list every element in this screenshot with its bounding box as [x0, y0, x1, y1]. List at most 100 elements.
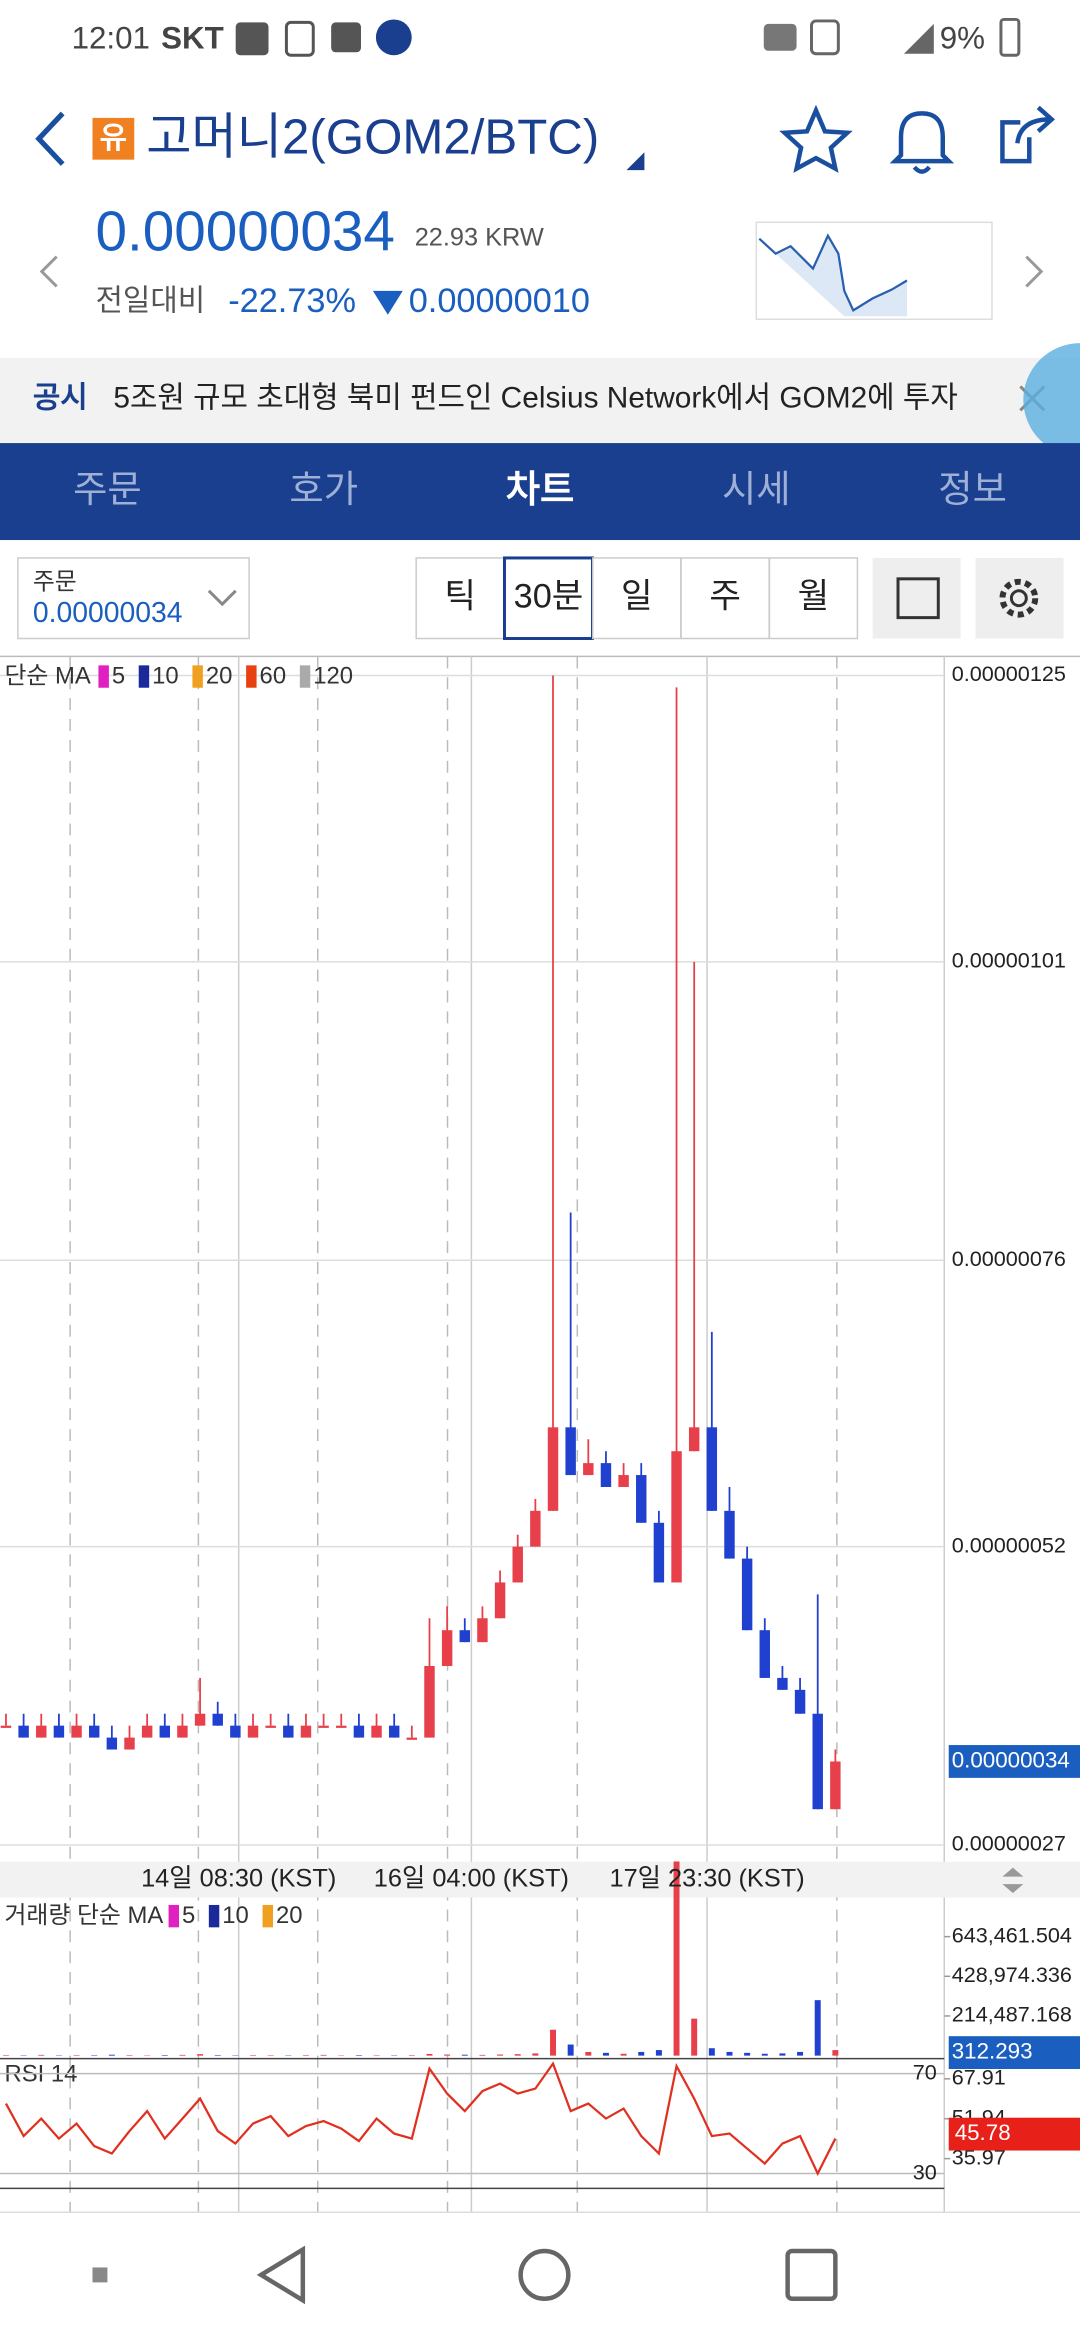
status-carrier: SKT — [161, 21, 224, 56]
candle-body — [353, 1725, 365, 1738]
volume-bar — [567, 2044, 574, 2056]
period-button[interactable] — [768, 557, 859, 640]
current-price-box — [948, 1745, 1080, 1778]
period-label: 틱 — [444, 577, 476, 615]
nav-recent-dot[interactable] — [92, 2267, 108, 2283]
candle-body — [494, 1582, 506, 1619]
prev-coin[interactable] — [39, 255, 58, 288]
x-axis-strip — [0, 1861, 1080, 1898]
candle-body — [141, 1725, 153, 1738]
settings-icon — [1009, 589, 1028, 608]
tab[interactable]: 차트 — [506, 468, 575, 510]
draw-button[interactable] — [872, 557, 961, 639]
candle-body — [371, 1725, 382, 1738]
settings-icon — [999, 578, 1039, 618]
change-label: 전일대비 — [95, 285, 205, 318]
notice-bar[interactable] — [0, 358, 1080, 444]
tab[interactable]: 호가 — [289, 468, 358, 510]
period-button[interactable] — [415, 557, 505, 640]
volume-bar — [250, 2055, 257, 2056]
favorite-button[interactable] — [779, 104, 853, 173]
rsi-level-label: 70 — [913, 2059, 937, 2084]
candle-body — [671, 1451, 682, 1583]
nav-home[interactable] — [518, 2248, 571, 2302]
ma-period: 5 — [182, 1902, 195, 1929]
volume-bar — [108, 2054, 115, 2056]
volume-bar — [691, 2018, 698, 2056]
notice-text: 5조원 규모 초대형 북미 펀드인 Celsius Network에서 GOM2… — [113, 382, 957, 415]
volume-bar — [602, 2052, 609, 2056]
rsi-current-label: 45.78 — [955, 2120, 1011, 2145]
candle-body — [653, 1522, 665, 1583]
candle-body — [36, 1725, 47, 1738]
ma-period: 10 — [222, 1902, 249, 1929]
candle-body — [318, 1725, 329, 1728]
y-tick-label: 0.00000101 — [952, 948, 1066, 973]
coin-title[interactable]: 고머니2(GOM2/BTC) — [146, 109, 599, 164]
candle-body — [830, 1761, 841, 1810]
candle-body — [194, 1713, 206, 1726]
candle-body — [565, 1427, 576, 1476]
share-button[interactable] — [1000, 105, 1056, 164]
resize-handle[interactable] — [1002, 1867, 1024, 1894]
volume-bar — [479, 2054, 486, 2056]
badge — [92, 117, 135, 160]
volume-bar — [779, 2053, 786, 2056]
x-tick-label: 17일 23:30 (KST) — [609, 1864, 804, 1892]
status-icons — [730, 20, 910, 57]
ma-period: 120 — [313, 663, 353, 690]
floating-button[interactable] — [1023, 343, 1080, 457]
back-button[interactable] — [35, 111, 65, 166]
volume-bar — [320, 2054, 327, 2056]
candle-body — [300, 1725, 312, 1738]
volume-label: 거래량 단순 MA — [4, 1902, 163, 1929]
settings-button[interactable] — [975, 557, 1064, 639]
alarm-button[interactable] — [889, 111, 955, 174]
tab[interactable]: 정보 — [938, 468, 1007, 510]
candle-body — [759, 1630, 770, 1678]
ma-swatch — [192, 665, 203, 688]
candle-body — [706, 1427, 718, 1511]
candle-body — [336, 1725, 347, 1728]
period-button[interactable] — [503, 556, 595, 640]
mini-chart-area — [759, 235, 907, 317]
volume-bar — [73, 2055, 80, 2056]
volume-bar — [426, 2053, 433, 2056]
y-tick-label: 643,461.504 — [952, 1922, 1072, 1947]
volume-bar — [497, 2054, 504, 2056]
next-coin[interactable] — [1025, 255, 1044, 288]
period-button[interactable] — [680, 557, 770, 640]
period-label: 월 — [798, 577, 830, 615]
tab-bar — [0, 443, 1080, 541]
tab[interactable]: 주문 — [73, 468, 142, 510]
order-label: 주문 — [33, 569, 77, 596]
candle-body — [547, 1427, 559, 1511]
candle-body — [212, 1713, 223, 1726]
status-battery: 9% — [940, 21, 985, 56]
status-icon — [284, 20, 315, 57]
order-box[interactable] — [17, 557, 250, 640]
volume-current-label: 312.293 — [952, 2038, 1033, 2063]
candle-body — [424, 1665, 435, 1738]
nav-recents[interactable] — [785, 2248, 838, 2302]
y-tick-label: 0.00000076 — [952, 1246, 1066, 1271]
nav-back[interactable] — [256, 2245, 306, 2305]
volume-bar — [797, 2051, 804, 2056]
tab[interactable]: 시세 — [722, 468, 791, 510]
order-dropdown[interactable] — [207, 589, 237, 607]
rsi-current-box — [948, 2117, 1080, 2151]
vertical-grid — [69, 656, 838, 2213]
title-dropdown[interactable] — [626, 152, 645, 171]
candle-body — [512, 1546, 523, 1583]
ma-period: 20 — [206, 663, 233, 690]
volume-bar — [814, 2000, 821, 2056]
ma-swatch — [138, 665, 150, 688]
volume-bar — [744, 2052, 751, 2056]
ma-swatch — [98, 665, 109, 688]
period-label: 30분 — [514, 577, 584, 615]
candle-body — [71, 1725, 82, 1738]
x-tick-label: 16일 04:00 (KST) — [374, 1864, 569, 1892]
status-time: 12:01 — [72, 21, 150, 56]
candle-body — [688, 1427, 700, 1452]
